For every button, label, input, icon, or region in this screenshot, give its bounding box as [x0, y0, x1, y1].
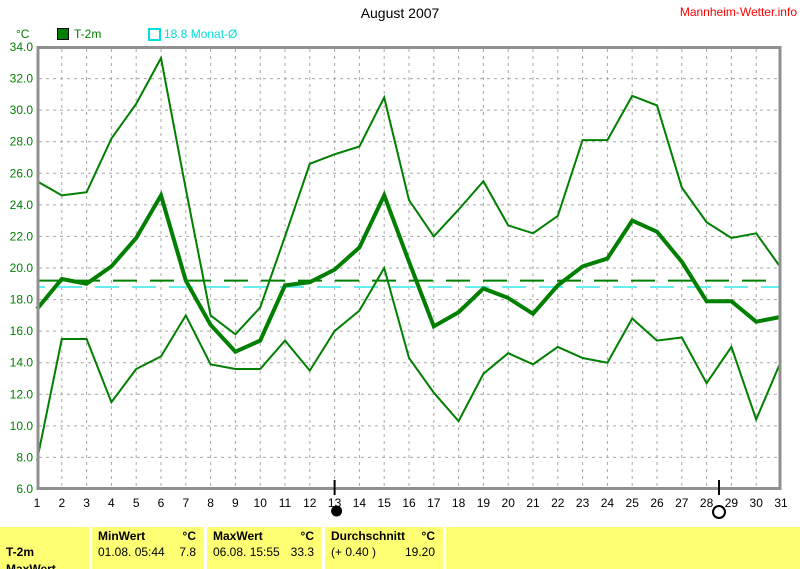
temperature-chart: 34.032.030.028.026.024.022.020.018.016.0…: [10, 40, 788, 519]
x-tick-label: 22: [551, 496, 565, 510]
stats-cell-label: T-2m MaxWert: [0, 527, 89, 569]
x-tick-label: 24: [601, 496, 615, 510]
series-avg-line: [35, 190, 782, 355]
monat-avg-legend-swatch-icon: [148, 28, 161, 41]
clipped-next-row-label: MaxWert: [6, 562, 56, 569]
x-tick-label: 7: [182, 496, 189, 510]
y-axis-unit-label: °C: [16, 27, 30, 41]
minwert-unit: °C: [182, 529, 196, 543]
x-tick-label: 10: [254, 496, 268, 510]
y-tick-label: 18.0: [10, 293, 34, 307]
minwert-datetime: 01.08. 05:44: [98, 545, 165, 559]
t2m-legend-swatch-icon: [57, 28, 69, 40]
x-tick-label: 2: [58, 496, 65, 510]
x-tick-label: 31: [774, 496, 788, 510]
x-tick-label: 20: [502, 496, 516, 510]
y-tick-label: 34.0: [10, 40, 34, 54]
durchschnitt-header: Durchschnitt: [331, 529, 406, 543]
stats-cell-durchschnitt: Durchschnitt °C (+ 0.40 ) 19.20: [325, 527, 443, 569]
page-title: August 2007: [360, 5, 440, 21]
x-tick-label: 9: [232, 496, 239, 510]
new-moon-icon: [331, 505, 343, 517]
y-tick-label: 16.0: [10, 324, 34, 338]
x-tick-label: 6: [158, 496, 165, 510]
maxwert-datetime: 06.08. 15:55: [213, 545, 280, 559]
x-tick-label: 30: [750, 496, 764, 510]
x-tick-label: 5: [133, 496, 140, 510]
x-tick-label: 4: [108, 496, 115, 510]
row-label: T-2m: [6, 545, 35, 559]
x-tick-label: 21: [526, 496, 540, 510]
y-tick-label: 32.0: [10, 72, 34, 86]
x-tick-label: 29: [725, 496, 739, 510]
y-tick-label: 24.0: [10, 198, 34, 212]
x-tick-label: 19: [477, 496, 491, 510]
x-tick-label: 15: [378, 496, 392, 510]
minwert-value: 7.8: [179, 545, 196, 559]
x-tick-label: 8: [207, 496, 214, 510]
x-tick-label: 3: [83, 496, 90, 510]
stats-cell-empty: [446, 527, 800, 569]
full-moon-icon: [712, 505, 726, 519]
y-tick-label: 10.0: [10, 419, 34, 433]
stats-table: T-2m MaxWert MinWert °C 01.08. 05:44 7.8…: [0, 527, 800, 569]
stats-cell-maxwert: MaxWert °C 06.08. 15:55 33.3: [207, 527, 322, 569]
plot-frame: [36, 46, 782, 490]
y-tick-label: 6.0: [16, 482, 33, 496]
x-tick-label: 18: [452, 496, 466, 510]
site-name-link[interactable]: Mannheim-Wetter.info: [679, 5, 797, 19]
minwert-header: MinWert: [98, 529, 146, 543]
y-tick-label: 20.0: [10, 261, 34, 275]
t2m-legend-label: T-2m: [74, 27, 102, 41]
y-tick-label: 14.0: [10, 356, 34, 370]
maxwert-header: MaxWert: [213, 529, 263, 543]
y-tick-label: 26.0: [10, 166, 34, 180]
series-max-line: [36, 55, 782, 336]
durchschnitt-value: 19.20: [404, 545, 435, 559]
maxwert-unit: °C: [300, 529, 314, 543]
x-tick-label: 1: [34, 496, 41, 510]
x-tick-label: 14: [353, 496, 367, 510]
durchschnitt-deviation: (+ 0.40 ): [331, 545, 377, 559]
x-tick-label: 17: [427, 496, 441, 510]
x-tick-label: 11: [279, 496, 292, 510]
x-tick-label: 23: [576, 496, 590, 510]
x-tick-label: 16: [402, 496, 416, 510]
y-tick-label: 30.0: [10, 103, 34, 117]
y-tick-label: 28.0: [10, 135, 34, 149]
monat-avg-legend-label: 18.8 Monat-Ø: [164, 27, 238, 41]
y-tick-label: 12.0: [10, 387, 34, 401]
y-tick-label: 8.0: [16, 450, 33, 464]
stats-cell-minwert: MinWert °C 01.08. 05:44 7.8: [92, 527, 204, 569]
maxwert-value: 33.3: [290, 545, 314, 559]
x-tick-label: 28: [700, 496, 714, 510]
series-min-line: [36, 265, 782, 461]
x-tick-label: 25: [626, 496, 640, 510]
x-tick-label: 27: [675, 496, 689, 510]
y-tick-label: 22.0: [10, 229, 34, 243]
durchschnitt-unit: °C: [421, 529, 435, 543]
x-tick-label: 26: [650, 496, 664, 510]
x-tick-label: 12: [303, 496, 317, 510]
